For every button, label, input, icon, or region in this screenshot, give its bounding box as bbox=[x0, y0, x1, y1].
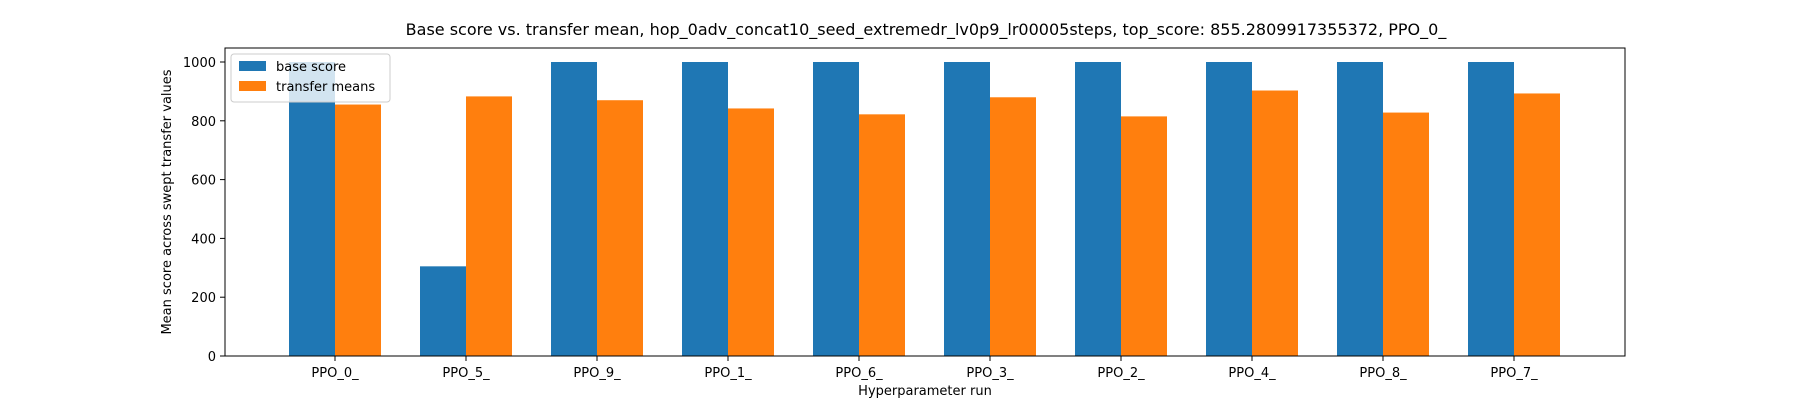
bar-base-score-ppo9 bbox=[551, 62, 597, 356]
y-tick-label: 600 bbox=[191, 174, 216, 189]
legend: base score transfer means bbox=[230, 53, 391, 103]
x-tick-label: PPO_5_ bbox=[442, 366, 490, 381]
bar-base-score-ppo6 bbox=[813, 62, 859, 356]
plot-area: PPO_0_ PPO_5_ PPO_9_ PPO_1_ PPO_6_ PPO_3_ PPO_… bbox=[183, 56, 1560, 381]
bar-base-score-ppo2 bbox=[1075, 62, 1121, 356]
bar-transfer-means-ppo8 bbox=[1383, 112, 1429, 357]
bar-transfer-means-ppo7 bbox=[1514, 93, 1560, 356]
x-tick-label: PPO_4_ bbox=[1228, 366, 1276, 381]
bar-base-score-ppo4 bbox=[1206, 62, 1252, 356]
bar-base-score-ppo0 bbox=[289, 62, 335, 356]
bar-transfer-means-ppo9 bbox=[597, 100, 643, 356]
y-tick-label: 400 bbox=[191, 232, 216, 247]
x-tick-label: PPO_8_ bbox=[1359, 366, 1407, 381]
bar-transfer-means-ppo2 bbox=[1121, 116, 1167, 356]
bar-transfer-means-ppo3 bbox=[990, 97, 1036, 356]
y-tick-label: 0 bbox=[208, 350, 216, 365]
bar-base-score-ppo7 bbox=[1468, 62, 1514, 356]
bar-transfer-means-ppo6 bbox=[859, 114, 905, 356]
x-tick-label: PPO_2_ bbox=[1097, 366, 1145, 381]
x-tick-label: PPO_0_ bbox=[311, 366, 359, 381]
y-tick-label: 1000 bbox=[183, 56, 216, 71]
legend-label-transfer-means: transfer means bbox=[276, 80, 375, 95]
legend-label-base-score: base score bbox=[276, 60, 346, 75]
bar-transfer-means-ppo5 bbox=[466, 96, 512, 356]
x-tick-label: PPO_6_ bbox=[835, 366, 883, 381]
x-tick-label: PPO_3_ bbox=[966, 366, 1014, 381]
legend-swatch-transfer-means bbox=[239, 81, 266, 91]
y-tick-label: 800 bbox=[191, 115, 216, 130]
bar-base-score-ppo5 bbox=[420, 266, 466, 356]
legend-box bbox=[230, 53, 391, 103]
bar-base-score-ppo3 bbox=[944, 62, 990, 356]
chart-title: Base score vs. transfer mean, hop_0adv_c… bbox=[406, 20, 1448, 40]
x-tick-label: PPO_9_ bbox=[573, 366, 621, 381]
x-tick-label: PPO_7_ bbox=[1490, 366, 1538, 381]
plot-frame bbox=[224, 47, 1626, 357]
bar-transfer-means-ppo4 bbox=[1252, 90, 1298, 356]
bar-base-score-ppo8 bbox=[1337, 62, 1383, 356]
bar-transfer-means-ppo0 bbox=[335, 104, 381, 356]
y-axis-label: Mean score across swept transfer values bbox=[160, 69, 175, 334]
legend-swatch-base-score bbox=[239, 61, 266, 71]
x-axis-label: Hyperparameter run bbox=[858, 384, 992, 399]
y-tick-label: 200 bbox=[191, 291, 216, 306]
x-tick-label: PPO_1_ bbox=[704, 366, 752, 381]
bar-base-score-ppo1 bbox=[682, 62, 728, 356]
bar-transfer-means-ppo1 bbox=[728, 108, 774, 357]
